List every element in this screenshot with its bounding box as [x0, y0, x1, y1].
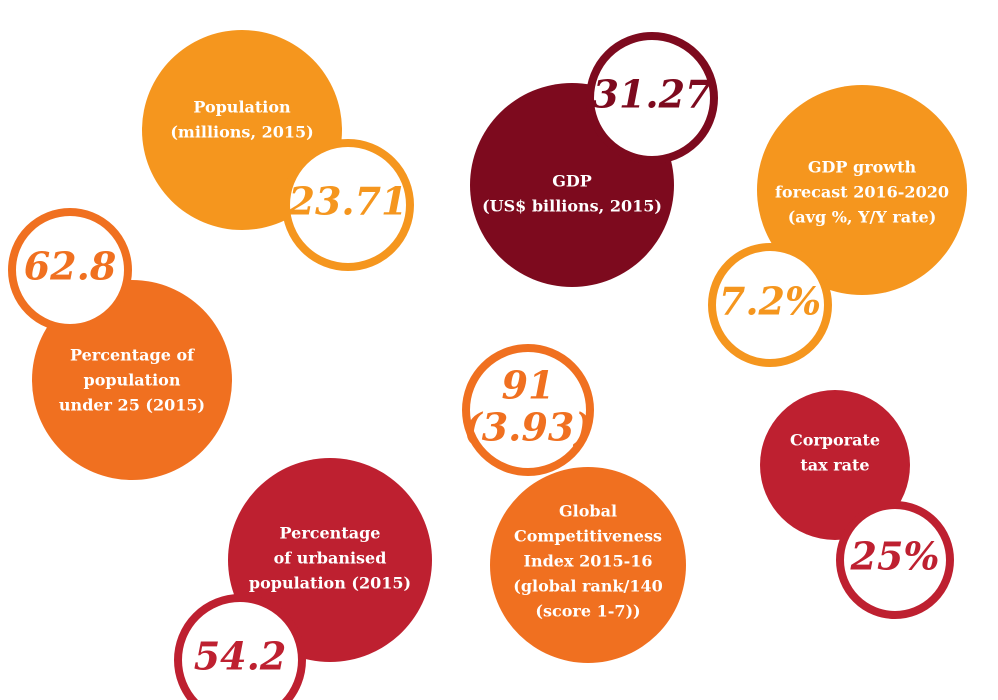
label-line: tax rate: [800, 456, 869, 475]
label-line: Percentage of: [70, 346, 195, 365]
value-text: (3.93): [464, 405, 593, 450]
label-line: (US$ billions, 2015): [482, 197, 662, 216]
label-circle: [760, 390, 910, 540]
value-text: 25%: [850, 534, 940, 579]
value-text: 23.71: [288, 179, 408, 224]
value-circle: [8, 208, 132, 332]
value-circle: [836, 501, 954, 619]
label-circle: [490, 467, 686, 663]
value-text: 31.27: [593, 72, 712, 117]
value-circle: [174, 594, 306, 700]
value-circle: [708, 243, 832, 367]
label-line: Global: [559, 502, 617, 521]
label-line: Index 2015-16: [523, 552, 652, 571]
label-line: forecast 2016-2020: [775, 183, 949, 202]
label-line: population: [84, 371, 181, 390]
label-line: (global rank/140: [513, 577, 662, 596]
label-circle: [757, 85, 967, 295]
label-line: (avg %, Y/Y rate): [788, 208, 937, 227]
label-line: Population: [193, 98, 291, 117]
label-line: Percentage: [280, 524, 381, 543]
label-line: GDP: [552, 172, 592, 191]
value-circle: [586, 32, 718, 164]
value-text: 7.2%: [719, 279, 821, 324]
label-line: under 25 (2015): [59, 396, 205, 415]
label-line: of urbanised: [274, 549, 387, 568]
label-line: Corporate: [790, 431, 880, 450]
label-line: (score 1-7)): [535, 602, 640, 621]
label-line: population (2015): [249, 574, 411, 593]
label-line: (millions, 2015): [170, 123, 313, 142]
value-text: 54.2: [194, 634, 287, 679]
label-line: Competitiveness: [514, 527, 662, 546]
value-circle: [282, 139, 414, 271]
value-text: 91: [502, 363, 555, 408]
value-text: 62.8: [24, 244, 117, 289]
label-line: GDP growth: [808, 158, 917, 177]
value-circle: [462, 344, 594, 476]
